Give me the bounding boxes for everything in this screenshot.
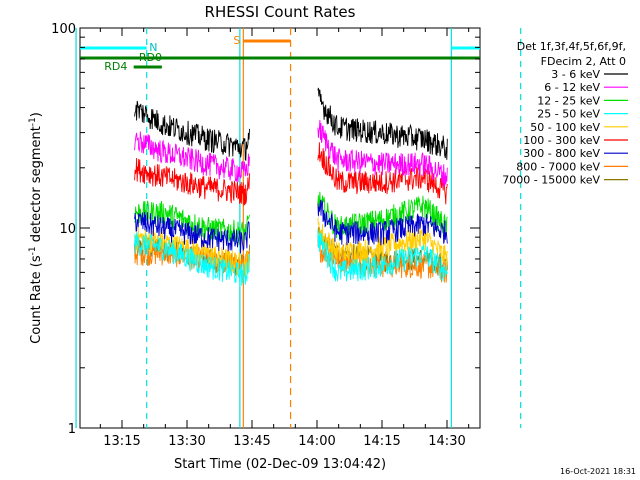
series-line-4-seg2: [317, 217, 448, 271]
y-tick-label: 10: [59, 222, 76, 237]
rd0-label: RD0: [139, 51, 162, 64]
y-label-sup1: -1: [28, 246, 38, 255]
y-label-sup2: -1: [28, 117, 38, 126]
n-label: N: [149, 41, 157, 54]
series-line-0-seg2: [317, 87, 448, 160]
series-line-1-seg1: [134, 131, 250, 183]
x-axis-label: Start Time (02-Dec-09 13:04:42): [174, 457, 386, 472]
rd4-label: RD4: [104, 60, 127, 73]
x-tick-label: 13:30: [168, 434, 205, 449]
legend-label: 25 - 50 keV: [537, 108, 600, 121]
legend-label: 6 - 12 keV: [544, 81, 600, 94]
ticks-group: 13:15 13:30 13:45 14:00 14:15 14:30 100 10 1: [51, 22, 480, 449]
x-tick-label: 13:15: [103, 434, 140, 449]
legend-header-2: FDecim 2, Att 0: [541, 55, 626, 68]
s-label: S: [233, 34, 240, 47]
x-tick-label: 14:30: [428, 434, 465, 449]
legend-label: 300 - 800 keV: [523, 147, 600, 160]
legend-label: 800 - 7000 keV: [516, 160, 600, 173]
series-line-3-seg2: [317, 229, 448, 282]
y-label-end: ): [29, 112, 44, 117]
timestamp: 16-Oct-2021 18:31: [560, 467, 636, 476]
legend-label: 12 - 25 keV: [537, 94, 600, 107]
chart-title: RHESSI Count Rates: [205, 3, 356, 21]
series-line-1-seg2: [317, 119, 448, 188]
legend-label: 3 - 6 keV: [551, 68, 600, 81]
series-line-6-seg2: [317, 199, 448, 246]
x-tick-label: 14:00: [298, 434, 335, 449]
y-tick-label: 1: [68, 422, 76, 437]
legend: Det 1f,3f,4f,5f,6f,9f, FDecim 2, Att 0 3…: [502, 40, 628, 187]
y-label-main: Count Rate (s: [29, 255, 44, 344]
series-line-5-seg2: [317, 142, 448, 205]
series-group: [134, 87, 448, 287]
y-tick-label: 100: [51, 22, 76, 37]
x-tick-label: 14:15: [363, 434, 400, 449]
legend-label: 7000 - 15000 keV: [502, 174, 600, 187]
legend-header-1: Det 1f,3f,4f,5f,6f,9f,: [517, 40, 626, 53]
series-line-6-seg1: [134, 211, 250, 254]
x-tick-label: 13:45: [233, 434, 270, 449]
legend-label: 50 - 100 keV: [530, 121, 600, 134]
legend-label: 100 - 300 keV: [523, 134, 600, 147]
y-label-mid: detector segment: [29, 126, 44, 246]
series-line-5-seg1: [134, 157, 250, 206]
y-axis-label: Count Rate (s-1 detector segment-1): [28, 112, 44, 344]
series-line-2-seg1: [134, 200, 250, 246]
series-line-0-seg1: [134, 100, 250, 162]
series-line-3-seg1: [134, 232, 250, 287]
